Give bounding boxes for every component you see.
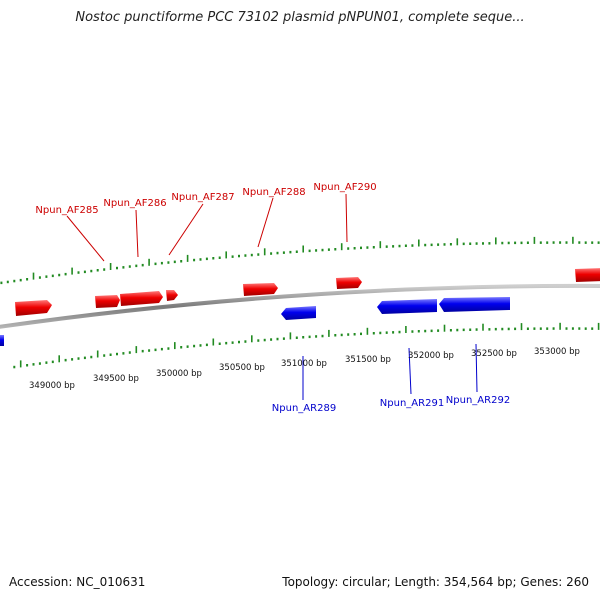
leader-line-reverse <box>408 347 412 395</box>
gene-label[interactable]: Npun_AF290 <box>313 182 376 193</box>
gene-arrow-reverse[interactable] <box>0 335 4 346</box>
gene-label[interactable]: Npun_AF288 <box>242 187 305 198</box>
gene-label[interactable]: Npun_AF287 <box>171 192 234 203</box>
leader-line-forward <box>257 197 274 248</box>
gene-label[interactable]: Npun_AR289 <box>272 403 336 414</box>
outer-tick-ring <box>0 236 600 285</box>
backbone-line <box>0 283 600 329</box>
forward-strand-genes <box>15 268 600 316</box>
inner-tick-ring <box>13 322 600 369</box>
gene-label[interactable]: Npun_AR291 <box>380 398 444 409</box>
reverse-strand-genes <box>0 297 510 346</box>
gene-label[interactable]: Npun_AR292 <box>446 395 510 406</box>
topology-summary: Topology: circular; Length: 354,564 bp; … <box>282 575 589 589</box>
gene-arrow-reverse[interactable] <box>377 299 437 314</box>
tick-label: 353000 bp <box>534 347 580 357</box>
tick-label: 349000 bp <box>29 381 75 391</box>
gene-arrow-forward[interactable] <box>95 295 120 308</box>
gene-arrow-reverse[interactable] <box>281 306 316 320</box>
gene-arrow-reverse[interactable] <box>439 297 510 312</box>
forward-gene-labels: Npun_AF285 Npun_AF286 Npun_AF287 Npun_AF… <box>35 182 376 216</box>
leader-line-forward <box>168 203 204 256</box>
gene-label[interactable]: Npun_AF286 <box>103 198 166 209</box>
tick-label: 350500 bp <box>219 363 265 373</box>
label-leader-lines <box>66 193 478 400</box>
leader-line-forward <box>66 215 105 262</box>
leader-line-reverse <box>475 343 478 393</box>
gene-arrow-forward[interactable] <box>120 291 163 306</box>
gene-arrow-forward[interactable] <box>166 290 178 301</box>
leader-line-forward <box>345 193 348 243</box>
tick-label: 352000 bp <box>408 351 454 361</box>
tick-label: 350000 bp <box>156 369 202 379</box>
reverse-gene-labels: Npun_AR289 Npun_AR291 Npun_AR292 <box>272 395 510 414</box>
gene-arrow-forward[interactable] <box>15 300 52 316</box>
gene-arrow-forward[interactable] <box>575 268 600 282</box>
gene-arrow-forward[interactable] <box>243 283 278 296</box>
gene-label[interactable]: Npun_AF285 <box>35 205 98 216</box>
tick-label: 351500 bp <box>345 355 391 365</box>
leader-line-forward <box>135 209 139 258</box>
map-title: Nostoc punctiforme PCC 73102 plasmid pNP… <box>75 10 525 25</box>
position-labels: 349000 bp 349500 bp 350000 bp 350500 bp … <box>29 347 580 391</box>
tick-label: 352500 bp <box>471 349 517 359</box>
accession-text: Accession: NC_010631 <box>9 575 146 589</box>
tick-label: 349500 bp <box>93 374 139 384</box>
tick-label: 351000 bp <box>281 359 327 369</box>
gene-arrow-forward[interactable] <box>336 277 362 289</box>
